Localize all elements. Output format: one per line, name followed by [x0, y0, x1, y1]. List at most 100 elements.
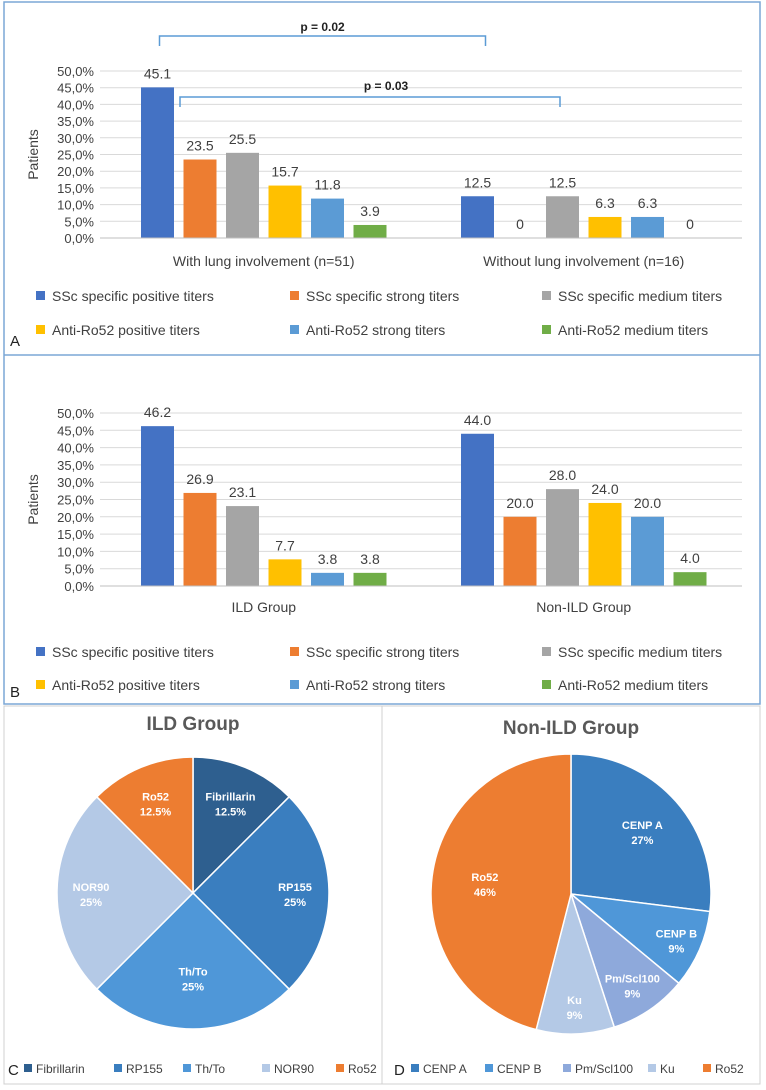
panel-d-legend-swatch — [703, 1064, 711, 1072]
panel-b-bar — [226, 506, 259, 586]
panel-a-ylabel: Patients — [25, 129, 41, 180]
panel-d-slice-label: Ro52 46% — [471, 872, 498, 899]
panel-a-ytick-label: 50,0% — [57, 64, 94, 79]
panel-a-p-value: p = 0.03 — [364, 79, 409, 93]
panel-b-data-label: 46.2 — [144, 404, 171, 420]
panel-d-slice-label: Ku 9% — [567, 995, 583, 1022]
panel-c-legend-swatch — [183, 1064, 191, 1072]
panel-d-title: Non-ILD Group — [503, 718, 639, 739]
panel-b-bar — [461, 433, 494, 586]
panel-a-data-label: 3.9 — [360, 203, 380, 219]
panel-a-data-label: 6.3 — [595, 195, 615, 211]
panel-b-data-label: 23.1 — [229, 484, 256, 500]
panel-b-category-label: ILD Group — [231, 599, 296, 615]
panel-b-bar — [546, 489, 579, 586]
panel-a-chart: 0,0% 5,0%10,0% 15,0% 20,0%25,0% 30,0% 35,0% 40… — [25, 20, 742, 338]
panel-b-ytick-label: 0,0% — [64, 579, 94, 594]
panel-a-ytick-label: 0,0% — [64, 231, 94, 246]
panel-c-chart: ILD Group Fibrillarin 12.5% RP155 25% Th/To 25… — [24, 714, 377, 1076]
panel-d-legend-label: Ku — [660, 1062, 675, 1076]
panel-a-data-label: 0 — [686, 216, 694, 232]
panel-d-slice — [569, 891, 680, 1029]
panel-c-slice-label: NOR90 25% — [73, 882, 110, 909]
panel-c-legend-label: RP155 — [126, 1062, 163, 1076]
panel-b-bar — [268, 559, 302, 586]
panel-a-ytick-label: 20,0% — [57, 164, 94, 179]
panel-b-ytick-label: 30,0% — [57, 475, 94, 490]
panel-letter-a: A — [10, 333, 20, 350]
panel-d-legend-swatch — [648, 1064, 656, 1072]
panel-b-bar — [673, 572, 707, 586]
panel-a-ytick-label: 35,0% — [57, 114, 94, 129]
panel-c-legend-label: NOR90 — [274, 1062, 314, 1076]
panel-b-ytick-label: 50,0% — [57, 406, 94, 421]
panel-d-legend-swatch — [485, 1064, 493, 1072]
panel-b-ytick-label: 5,0% — [64, 562, 94, 577]
panel-b-legend-swatch — [36, 680, 45, 689]
panel-a-bar — [353, 224, 387, 238]
panel-b-legend-swatch — [290, 647, 299, 656]
panel-a-legend-swatch — [36, 325, 45, 334]
panel-ab-frame — [3, 1, 761, 705]
panel-b-ytick-label: 40,0% — [57, 441, 94, 456]
panel-c-legend-label: Ro52 — [348, 1062, 377, 1076]
panel-b-data-label: 44.0 — [464, 412, 491, 428]
panel-d-chart: Non-ILD Group CENP A 27% CENP B 9% Pm/Scl100 9… — [411, 718, 744, 1076]
panel-a-legend-label: Anti-Ro52 strong titers — [306, 322, 445, 338]
panel-a-legend-swatch — [36, 291, 45, 300]
panel-c-slice — [95, 756, 194, 895]
panel-b-data-label: 4.0 — [680, 550, 700, 566]
panel-a-ytick-label: 25,0% — [57, 148, 94, 163]
panel-c-legend-label: Fibrillarin — [36, 1062, 85, 1076]
panel-b-data-label: 20.0 — [634, 495, 661, 511]
panel-b-bar — [631, 516, 664, 586]
panel-c-legend-swatch — [24, 1064, 32, 1072]
panel-c-slice-label: Ro52 12.5% — [140, 792, 171, 819]
panel-d-slice — [570, 753, 712, 913]
panel-b-ytick-label: 15,0% — [57, 527, 94, 542]
panel-b-ytick-label: 45,0% — [57, 423, 94, 438]
panel-a-category-label: With lung involvement (n=51) — [173, 253, 355, 269]
panel-b-bar — [503, 516, 537, 586]
panel-a-bar — [461, 196, 494, 238]
panel-b-ytick-label: 20,0% — [57, 510, 94, 525]
panel-a-bar — [226, 152, 259, 238]
panel-b-bar — [183, 492, 217, 586]
panel-d-slice-label: CENP A 27% — [622, 820, 663, 847]
panel-a-ytick-label: 30,0% — [57, 131, 94, 146]
panel-a-significance-bracket — [158, 35, 487, 46]
panel-d-legend-label: Pm/Scl100 — [575, 1062, 633, 1076]
panel-b-data-label: 3.8 — [318, 551, 338, 567]
panel-c-legend-swatch — [262, 1064, 270, 1072]
panel-a-data-label: 12.5 — [464, 174, 491, 190]
panel-a-bar — [588, 216, 622, 238]
panel-b-bar — [311, 572, 344, 586]
panel-b-data-label: 3.8 — [360, 551, 380, 567]
panel-b-ytick-label: 35,0% — [57, 458, 94, 473]
panel-letter-d: D — [394, 1062, 405, 1079]
panel-b-bar — [588, 502, 622, 586]
panel-d-legend-label: CENP A — [423, 1062, 467, 1076]
panel-d-legend-swatch — [411, 1064, 419, 1072]
panel-a-ytick-label: 10,0% — [57, 198, 94, 213]
panel-a-legend-label: SSc specific positive titers — [52, 288, 214, 304]
panel-a-bar — [311, 198, 344, 238]
panel-a-legend-swatch — [542, 325, 551, 334]
panel-b-legend-label: Anti-Ro52 positive titers — [52, 677, 200, 693]
panel-c-legend-label: Th/To — [195, 1062, 225, 1076]
panel-a-data-label: 0 — [516, 216, 524, 232]
panel-b-legend-label: SSc specific positive titers — [52, 644, 214, 660]
panel-a-bar — [546, 196, 579, 238]
panel-b-legend-swatch — [542, 647, 551, 656]
panel-b-legend-swatch — [36, 647, 45, 656]
panel-letter-b: B — [10, 684, 20, 701]
panel-c-slice — [192, 756, 291, 895]
panel-b-legend-label: Anti-Ro52 medium titers — [558, 677, 708, 693]
panel-b-legend-label: SSc specific medium titers — [558, 644, 722, 660]
panel-a-category-label: Without lung involvement (n=16) — [483, 253, 684, 269]
panel-a-legend-label: Anti-Ro52 medium titers — [558, 322, 708, 338]
panel-a-ytick-label: 45,0% — [57, 81, 94, 96]
panel-a-data-label: 23.5 — [186, 138, 213, 154]
panel-a-data-label: 45.1 — [144, 65, 171, 81]
panel-c-slice — [56, 795, 195, 991]
